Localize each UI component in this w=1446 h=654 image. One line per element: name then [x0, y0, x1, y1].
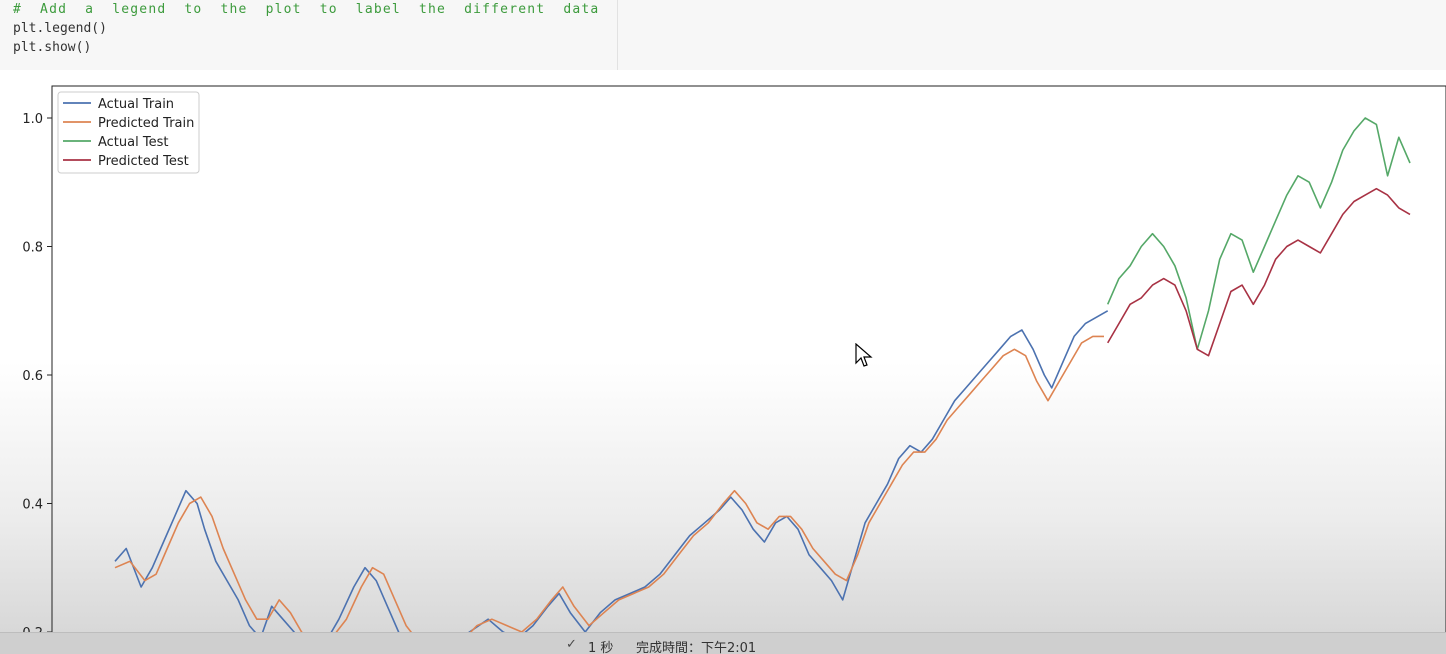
- code-line-comment: # Add a legend to the plot to label the …: [13, 2, 672, 17]
- mouse-cursor-icon: [855, 343, 873, 367]
- plot-frame: [51, 85, 1446, 632]
- legend-entry: Actual Train: [98, 97, 174, 112]
- code-line-show: plt.show(): [13, 40, 92, 55]
- check-icon: ✓: [566, 637, 577, 652]
- y-tick-label: 0.4: [22, 498, 43, 513]
- line-chart: 0.2 0.4 0.6 0.8 1.0 Actual Train Predicted Tr…: [22, 85, 1446, 632]
- code-cell[interactable]: # Add a legend to the plot to label the …: [0, 0, 670, 70]
- code-line-legend: plt.legend(): [13, 21, 107, 36]
- y-tick-label: 0.8: [22, 241, 43, 256]
- series-line-actual-train: [114, 310, 1109, 632]
- y-tick-label: 1.0: [22, 112, 43, 127]
- y-tick-label: 0.2: [22, 626, 43, 632]
- series-line-predicted-train: [114, 335, 1104, 632]
- legend-entry: Predicted Test: [98, 154, 189, 169]
- y-tick-label: 0.6: [22, 369, 43, 384]
- output-area: 0.2 0.4 0.6 0.8 1.0 Actual Train Predicted Tr…: [0, 70, 1446, 632]
- status-bar: ✓ 1 秒 完成時間：下午2:01: [0, 632, 1446, 654]
- legend-entry: Actual Test: [98, 135, 168, 150]
- y-axis: 0.2 0.4 0.6 0.8 1.0: [22, 112, 52, 632]
- series-line-actual-test: [1106, 117, 1411, 351]
- legend: Actual Train Predicted Train Actual Test Pr…: [57, 91, 200, 174]
- code-cell-gutter: [618, 0, 1446, 70]
- series-layer: [114, 117, 1411, 632]
- finish-time: 完成時間：下午2:01: [636, 641, 757, 654]
- legend-box: [57, 91, 200, 174]
- series-line-predicted-test: [1107, 187, 1411, 357]
- legend-entry: Predicted Train: [98, 116, 194, 131]
- execution-duration: 1 秒: [588, 641, 614, 654]
